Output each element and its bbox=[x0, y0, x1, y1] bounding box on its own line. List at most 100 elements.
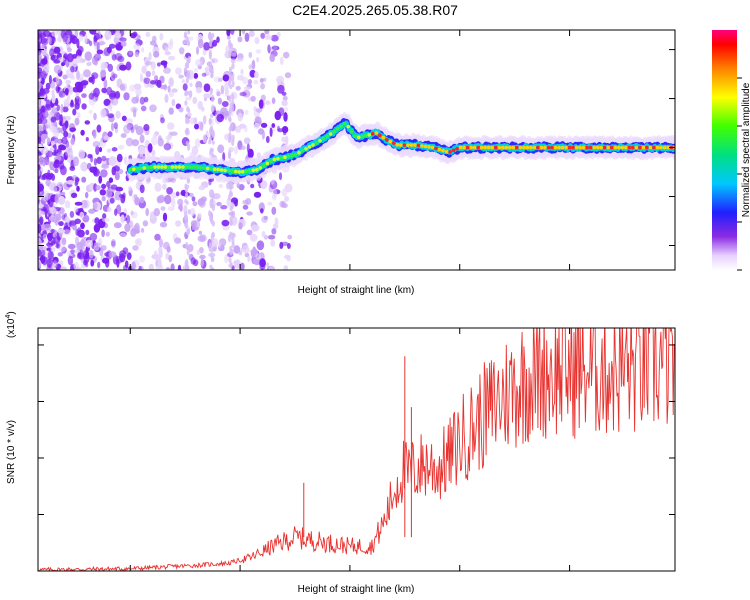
ridge-core bbox=[191, 165, 196, 169]
noise-speck bbox=[159, 221, 168, 228]
noise-speck bbox=[120, 133, 127, 138]
noise-speck bbox=[41, 133, 45, 144]
ridge-core bbox=[479, 145, 484, 150]
noise-speck bbox=[56, 30, 62, 35]
noise-speck bbox=[45, 99, 51, 109]
snr-axes bbox=[38, 328, 675, 572]
noise-speck bbox=[143, 96, 149, 103]
noise-speck bbox=[197, 38, 204, 49]
noise-speck bbox=[84, 33, 88, 44]
ridge-core bbox=[240, 169, 245, 174]
noise-speck bbox=[139, 73, 144, 83]
noise-speck bbox=[271, 123, 276, 128]
noise-speck bbox=[41, 105, 45, 113]
noise-speck bbox=[48, 198, 54, 208]
noise-speck bbox=[192, 96, 198, 104]
noise-speck bbox=[49, 207, 57, 214]
noise-speck bbox=[93, 56, 99, 66]
noise-speck bbox=[105, 188, 113, 198]
noise-speck bbox=[178, 47, 185, 55]
noise-speck bbox=[175, 220, 182, 227]
noise-speck bbox=[44, 122, 48, 131]
noise-speck bbox=[229, 205, 233, 212]
noise-speck bbox=[149, 104, 157, 113]
noise-speck bbox=[182, 83, 188, 91]
noise-speck bbox=[228, 69, 232, 77]
noise-speck bbox=[281, 136, 286, 143]
ridge-core bbox=[223, 168, 227, 173]
noise-speck bbox=[210, 255, 214, 263]
noise-speck bbox=[93, 223, 101, 233]
noise-speck bbox=[186, 249, 190, 256]
noise-speck bbox=[137, 180, 141, 186]
noise-speck bbox=[185, 258, 189, 266]
noise-speck bbox=[284, 72, 292, 79]
noise-speck bbox=[42, 193, 49, 202]
noise-speck bbox=[68, 85, 74, 95]
noise-speck bbox=[187, 209, 191, 215]
noise-speck bbox=[86, 61, 92, 67]
noise-speck bbox=[258, 99, 264, 109]
noise-speck bbox=[116, 204, 122, 215]
noise-speck bbox=[198, 185, 206, 191]
ridge-core bbox=[132, 167, 136, 171]
noise-speck bbox=[255, 108, 263, 113]
noise-speck bbox=[198, 230, 202, 235]
noise-speck bbox=[63, 229, 72, 236]
noise-speck bbox=[244, 32, 250, 42]
ridge-core bbox=[195, 165, 199, 169]
spectrogram-axes bbox=[38, 30, 675, 270]
noise-speck bbox=[151, 70, 156, 76]
ridge-core bbox=[588, 145, 593, 150]
noise-speck bbox=[248, 51, 253, 59]
noise-speck bbox=[187, 143, 191, 151]
noise-speck bbox=[149, 40, 157, 46]
noise-speck bbox=[166, 187, 174, 195]
noise-speck bbox=[211, 140, 215, 145]
noise-speck bbox=[239, 91, 247, 97]
noise-speck bbox=[231, 241, 235, 248]
noise-speck bbox=[183, 31, 188, 38]
ridge-core bbox=[230, 169, 234, 173]
ridge-core bbox=[662, 145, 667, 150]
noise-speck bbox=[282, 106, 289, 113]
noise-speck bbox=[194, 123, 199, 130]
noise-speck bbox=[44, 110, 49, 118]
noise-speck bbox=[189, 192, 194, 198]
noise-speck bbox=[38, 249, 42, 257]
noise-speck bbox=[160, 206, 166, 211]
noise-speck bbox=[76, 252, 85, 260]
noise-speck bbox=[210, 233, 214, 242]
ridge-core bbox=[325, 134, 329, 138]
ridge-core bbox=[437, 147, 442, 152]
noise-speck bbox=[67, 243, 76, 250]
noise-speck bbox=[93, 183, 98, 192]
noise-speck bbox=[108, 177, 114, 183]
noise-speck bbox=[108, 43, 116, 49]
noise-speck bbox=[191, 145, 199, 156]
ridge-core bbox=[297, 150, 301, 155]
noise-speck bbox=[80, 80, 89, 86]
noise-speck bbox=[199, 247, 204, 254]
noise-speck bbox=[106, 104, 112, 109]
noise-speck bbox=[83, 255, 90, 264]
ridge-core bbox=[184, 165, 189, 169]
noise-speck bbox=[74, 181, 78, 187]
noise-speck bbox=[222, 74, 230, 82]
noise-speck bbox=[167, 206, 175, 212]
noise-speck bbox=[210, 148, 214, 153]
noise-speck bbox=[281, 99, 288, 107]
noise-speck bbox=[251, 224, 259, 232]
noise-speck bbox=[203, 93, 211, 99]
noise-speck bbox=[66, 180, 75, 185]
ridge-core bbox=[392, 141, 396, 145]
noise-speck bbox=[226, 35, 231, 40]
noise-speck bbox=[253, 191, 262, 198]
noise-speck bbox=[120, 40, 127, 47]
ridge-core bbox=[641, 145, 646, 150]
noise-speck bbox=[96, 124, 102, 133]
noise-speck bbox=[164, 194, 172, 205]
noise-speck bbox=[208, 35, 212, 40]
noise-speck bbox=[128, 185, 132, 192]
noise-speck bbox=[38, 118, 43, 125]
